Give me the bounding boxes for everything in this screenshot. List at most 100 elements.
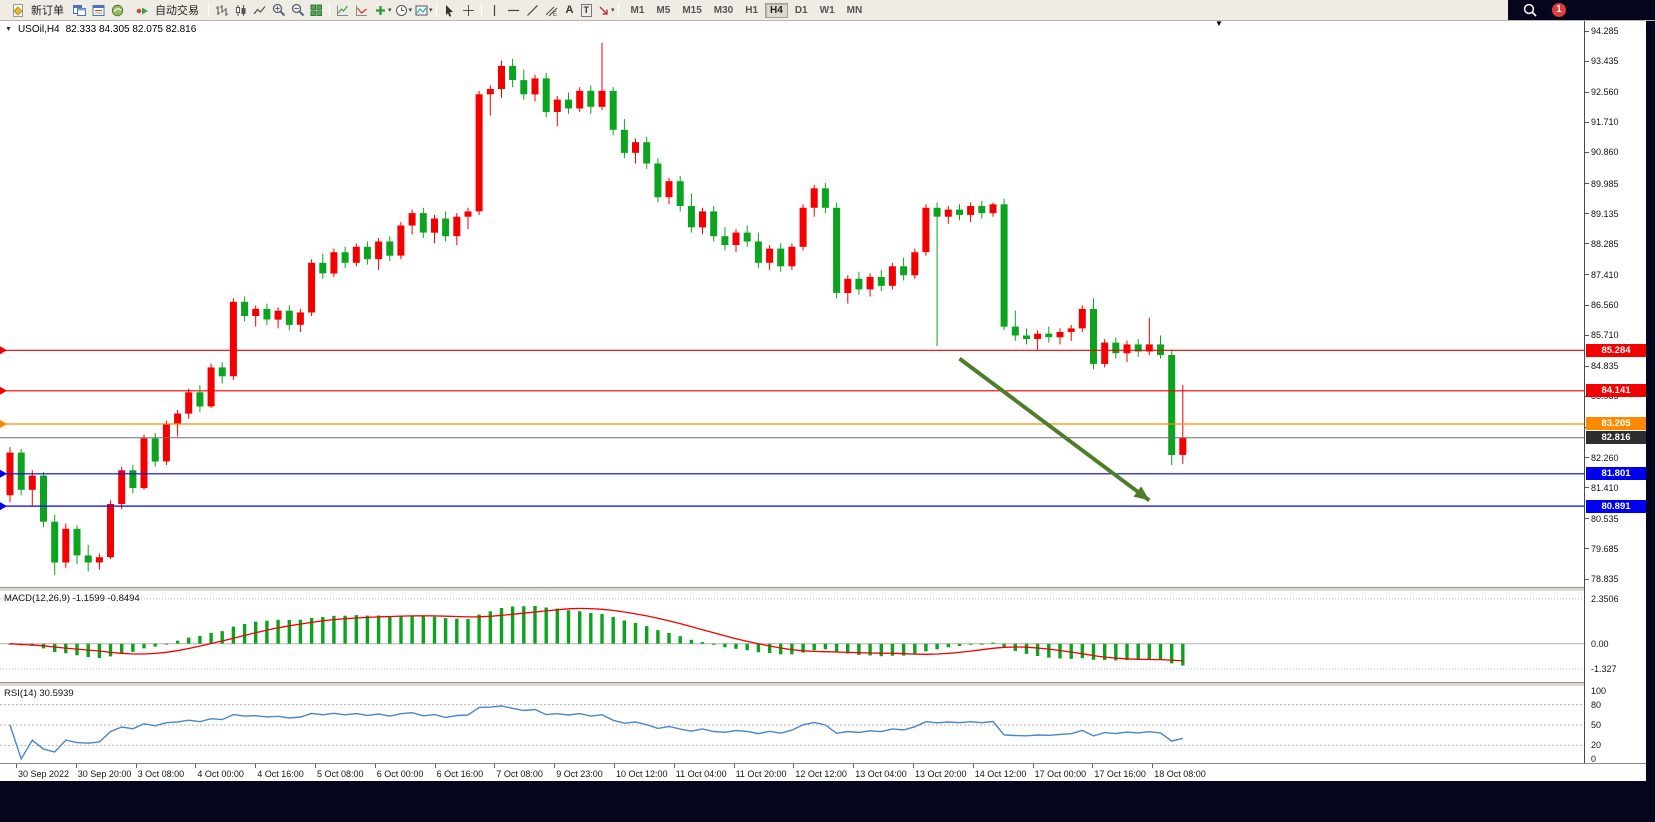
chart-shift-marker[interactable]: ▼ <box>1215 21 1223 28</box>
time-axis-label: 6 Oct 00:00 <box>376 769 424 779</box>
time-axis-label: 18 Oct 08:00 <box>1154 769 1206 779</box>
new-order-button[interactable]: 新订单 <box>3 0 70 22</box>
timeframe-button-m15[interactable]: M15 <box>682 4 702 16</box>
axis-tick <box>1585 548 1589 550</box>
zoom-in-icon[interactable] <box>269 1 288 20</box>
candle-body <box>911 252 919 276</box>
candle-body <box>431 218 438 233</box>
macd-panel[interactable]: MACD(12,26,9) -1.1599 -0.8494 <box>0 592 1584 682</box>
panel-divider[interactable] <box>0 587 1646 592</box>
rsi-panel[interactable]: RSI(14) 30.5939 <box>0 687 1584 763</box>
vertical-line-icon[interactable] <box>485 1 504 20</box>
trendline-icon[interactable] <box>523 1 542 20</box>
line-chart-icon[interactable] <box>250 1 269 20</box>
macd-histogram-bar <box>745 643 749 651</box>
candle-body <box>676 181 684 206</box>
navigator-icon[interactable] <box>108 1 127 20</box>
macd-histogram-bar <box>164 643 169 645</box>
ohlc-bars-icon[interactable] <box>212 1 231 20</box>
macd-histogram-bar <box>287 620 291 644</box>
arrows-tool-button[interactable]: ▾ <box>594 1 615 20</box>
macd-histogram-bar <box>108 643 113 657</box>
macd-histogram-bar <box>466 619 470 644</box>
template-icon <box>412 1 431 20</box>
indicators-icon[interactable] <box>333 1 352 20</box>
macd-histogram-bar <box>578 611 582 644</box>
macd-histogram-bar <box>901 643 906 656</box>
time-axis[interactable]: 30 Sep 2022 30 Sep 20:00 3 Oct 08:00 4 Oct … <box>0 763 1646 781</box>
market-watch-icon[interactable] <box>70 1 89 20</box>
data-window-icon[interactable] <box>89 1 108 20</box>
add-indicator-button[interactable]: ▾ <box>371 1 392 20</box>
candlestick-icon[interactable] <box>231 1 250 20</box>
horizontal-line-icon[interactable] <box>504 1 523 20</box>
macd-histogram-bar <box>220 631 224 644</box>
macd-histogram-bar <box>656 630 660 644</box>
macd-histogram-bar <box>242 623 247 644</box>
toolbar-separator <box>617 3 619 17</box>
timeframe-button-h1[interactable]: H1 <box>745 4 759 16</box>
candle-body <box>687 206 695 228</box>
search-icon[interactable] <box>1520 1 1539 20</box>
candle-body <box>1168 355 1176 455</box>
timeframe-button-m30[interactable]: M30 <box>713 4 734 16</box>
tile-windows-icon[interactable] <box>307 1 326 20</box>
macd-axis-label: 0.00 <box>1591 638 1609 649</box>
autotrading-button[interactable]: 自动交易 <box>127 0 205 22</box>
candle-body <box>877 277 885 286</box>
timeframe-button-h4[interactable]: H4 <box>765 2 788 18</box>
time-axis-label: 17 Oct 16:00 <box>1094 769 1146 779</box>
macd-histogram-bar <box>857 643 861 655</box>
objects-chart-icon[interactable] <box>352 1 371 20</box>
time-axis-label: 13 Oct 04:00 <box>855 769 907 779</box>
text-label-button[interactable]: T <box>579 2 595 19</box>
rsi-axis-label: 80 <box>1591 699 1602 710</box>
price-tick-label: 78.835 <box>1591 574 1619 584</box>
candle-body <box>978 206 986 214</box>
timeframe-button-w1[interactable]: W1 <box>819 4 835 16</box>
templates-button[interactable]: ▾ <box>412 1 433 20</box>
panel-divider[interactable] <box>0 682 1646 687</box>
clock-icon <box>392 1 411 20</box>
rsi-axis-label: 100 <box>1591 686 1607 696</box>
macd-histogram-bar <box>120 643 124 654</box>
macd-histogram-bar <box>231 626 236 644</box>
timeframe-button-mn[interactable]: MN <box>846 4 863 16</box>
toolbar-right-area: 1 <box>1508 0 1655 20</box>
macd-histogram-bar <box>432 616 437 644</box>
macd-histogram-bar <box>1103 643 1107 660</box>
axis-tick <box>1585 91 1589 93</box>
macd-histogram-bar <box>678 636 682 644</box>
candle-body <box>777 248 785 267</box>
time-axis-label: 30 Sep 20:00 <box>77 769 132 779</box>
candle-body <box>185 392 193 414</box>
timeframe-button-m1[interactable]: M1 <box>630 4 645 16</box>
macd-histogram-bar <box>265 620 269 644</box>
macd-histogram-bar <box>712 643 716 645</box>
trend-arrow[interactable] <box>958 356 1151 503</box>
price-axis[interactable]: 94.285 93.435 92.560 91.710 90.860 89.985 89.1… <box>1584 21 1646 764</box>
timeframe-button-d1[interactable]: D1 <box>794 4 808 16</box>
zoom-out-icon[interactable] <box>288 1 307 20</box>
macd-histogram-bar <box>1136 643 1140 661</box>
one-click-collapse-icon[interactable]: ▼ <box>5 26 12 33</box>
crosshair-icon[interactable] <box>459 1 478 20</box>
candle-body <box>900 266 908 276</box>
chart-title: ▼ USOil,H4 82.333 84.305 82.075 82.816 <box>5 24 196 35</box>
macd-histogram-bar <box>455 618 459 644</box>
candle-body <box>397 225 405 256</box>
cursor-icon[interactable] <box>440 1 459 20</box>
periods-button[interactable]: ▾ <box>392 1 412 20</box>
axis-tick <box>1585 365 1589 367</box>
macd-histogram-bar <box>734 643 738 649</box>
notification-badge[interactable]: 1 <box>1552 3 1566 17</box>
text-tool-button[interactable]: A <box>561 2 579 18</box>
price-chart-panel[interactable]: ▼ USOil,H4 82.333 84.305 82.075 82.816 ▼ <box>0 21 1584 587</box>
macd-histogram-bar <box>544 607 548 644</box>
candle-body <box>1134 344 1142 352</box>
macd-histogram-bar <box>767 643 772 653</box>
timeframe-button-m5[interactable]: M5 <box>656 4 671 16</box>
equidistant-channel-icon[interactable]: E <box>542 1 561 20</box>
macd-histogram-bar <box>566 610 571 644</box>
macd-histogram-bar <box>589 613 593 644</box>
